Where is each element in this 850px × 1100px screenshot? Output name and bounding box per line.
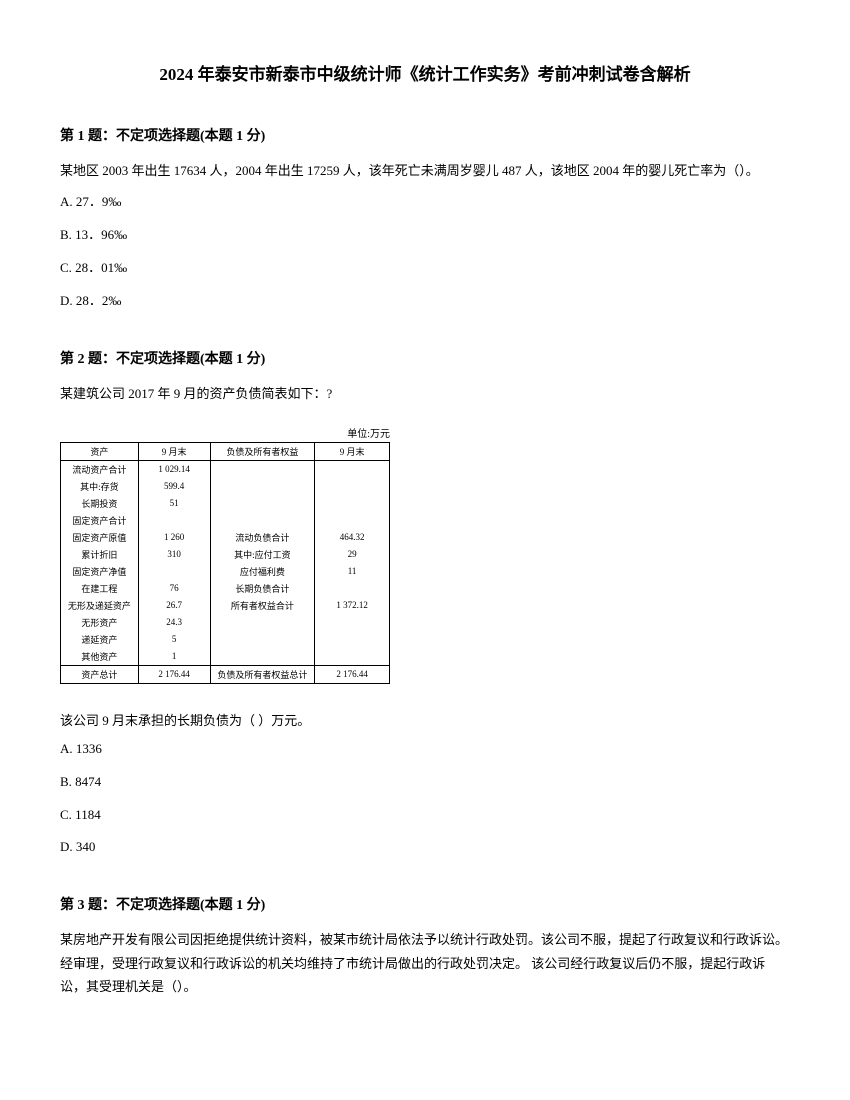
r2c2: 599.4 [138,478,210,495]
r1c2: 1 029.14 [138,460,210,478]
r7c1: 固定资产净值 [61,563,139,580]
q2-option-b: B. 8474 [60,772,790,793]
rg2c4: 29 [315,546,390,563]
q3-text: 某房地产开发有限公司因拒绝提供统计资料，被某市统计局依法予以统计行政处罚。该公司… [60,928,790,998]
f2: 2 176.44 [138,665,210,683]
f4: 2 176.44 [315,665,390,683]
q3-header: 第 3 题：不定项选择题(本题 1 分) [60,894,790,914]
th-liab: 负债及所有者权益 [210,442,315,460]
q2-header: 第 2 题：不定项选择题(本题 1 分) [60,348,790,368]
rg4c3: 长期负债合计 [210,580,315,597]
r12c1: 其他资产 [61,648,139,666]
r9c2: 26.7 [138,597,210,614]
blank-cell-2 [210,614,315,666]
table-unit-label: 单位:万元 [60,425,390,440]
q2-option-d: D. 340 [60,837,790,858]
q1-header: 第 1 题：不定项选择题(本题 1 分) [60,125,790,145]
rg1c4: 464.32 [315,529,390,546]
question-2: 第 2 题：不定项选择题(本题 1 分) 某建筑公司 2017 年 9 月的资产… [60,348,790,859]
r6c1: 累计折旧 [61,546,139,563]
th-asset: 资产 [61,442,139,460]
th-sep2: 9 月末 [315,442,390,460]
r9c1: 无形及递延资产 [61,597,139,614]
r4c2 [138,512,210,529]
r3c2: 51 [138,495,210,512]
blank-cell-r [315,460,390,529]
r5c2: 1 260 [138,529,210,546]
question-3: 第 3 题：不定项选择题(本题 1 分) 某房地产开发有限公司因拒绝提供统计资料… [60,894,790,998]
rg1c3: 流动负债合计 [210,529,315,546]
r2c1: 其中:存货 [61,478,139,495]
rg3c4: 11 [315,563,390,580]
rg5c3: 所有者权益合计 [210,597,315,614]
blank-cell-2r [315,614,390,666]
r6c2: 310 [138,546,210,563]
q1-text: 某地区 2003 年出生 17634 人，2004 年出生 17259 人，该年… [60,159,790,182]
q1-option-c: C. 28．01‰ [60,258,790,279]
r10c2: 24.3 [138,614,210,631]
r8c1: 在建工程 [61,580,139,597]
r3c1: 长期投资 [61,495,139,512]
th-sep: 9 月末 [138,442,210,460]
rg4c4 [315,580,390,597]
r1c1: 流动资产合计 [61,460,139,478]
rg5c4: 1 372.12 [315,597,390,614]
q2-text: 某建筑公司 2017 年 9 月的资产负债简表如下：? [60,382,790,405]
r4c1: 固定资产合计 [61,512,139,529]
q1-option-d: D. 28．2‰ [60,291,790,312]
r8c2: 76 [138,580,210,597]
f1: 资产总计 [61,665,139,683]
q1-option-b: B. 13．96‰ [60,225,790,246]
r10c1: 无形资产 [61,614,139,631]
q1-option-a: A. 27．9‰ [60,192,790,213]
r7c2 [138,563,210,580]
rg3c3: 应付福利费 [210,563,315,580]
page-title: 2024 年泰安市新泰市中级统计师《统计工作实务》考前冲刺试卷含解析 [60,60,790,85]
rg2c3: 其中:应付工资 [210,546,315,563]
blank-cell [210,460,315,529]
r5c1: 固定资产原值 [61,529,139,546]
q2-option-a: A. 1336 [60,739,790,760]
r11c1: 递延资产 [61,631,139,648]
question-1: 第 1 题：不定项选择题(本题 1 分) 某地区 2003 年出生 17634 … [60,125,790,312]
q2-option-c: C. 1184 [60,805,790,826]
r12c2: 1 [138,648,210,666]
balance-table: 资产 9 月末 负债及所有者权益 9 月末 流动资产合计 1 029.14 其中… [60,442,390,684]
q2-subtext: 该公司 9 月末承担的长期负债为（ ）万元。 [60,710,790,729]
r11c2: 5 [138,631,210,648]
f3: 负债及所有者权益总计 [210,665,315,683]
